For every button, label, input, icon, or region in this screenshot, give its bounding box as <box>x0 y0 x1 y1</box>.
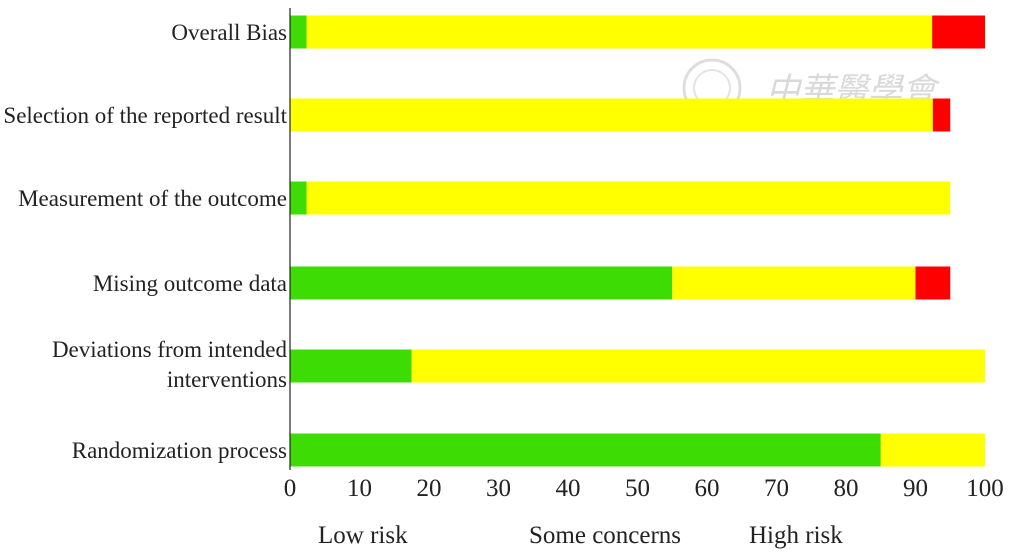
bar-mising-outcome-data-low-risk <box>290 266 673 300</box>
bars-group <box>290 15 985 467</box>
x-tick-label-80: 80 <box>834 475 859 502</box>
x-tick-label-50: 50 <box>625 475 650 502</box>
x-tick-label-10: 10 <box>347 475 372 502</box>
legend: Low risk Some concerns High risk <box>318 522 843 549</box>
category-label-randomization-process: Randomization process <box>72 438 287 463</box>
bar-measurement-of-the-outcome-low-risk <box>290 181 307 215</box>
x-tick-label-60: 60 <box>695 475 720 502</box>
x-tick-label-30: 30 <box>486 475 511 502</box>
bar-selection-of-the-reported-result-some-concerns <box>290 98 933 132</box>
x-tick-label-70: 70 <box>764 475 789 502</box>
bar-deviations-from-intended-interventions-low-risk <box>290 349 412 383</box>
category-label-mising-outcome-data: Mising outcome data <box>93 271 287 296</box>
bar-overall-bias-high-risk <box>932 15 985 49</box>
category-label-selection-of-the-reported-result: Selection of the reported result <box>3 103 287 128</box>
bar-mising-outcome-data-some-concerns <box>672 266 916 300</box>
bar-selection-of-the-reported-result-high-risk <box>932 98 951 132</box>
legend-label-low-risk: Low risk <box>318 522 408 549</box>
x-tick-label-100: 100 <box>966 475 1004 502</box>
x-tick-label-90: 90 <box>903 475 928 502</box>
x-tick-label-0: 0 <box>284 475 297 502</box>
category-label-deviations-from-intended-interventions: Deviations from intended interventions <box>52 337 288 392</box>
bar-randomization-process-some-concerns <box>880 433 985 467</box>
category-labels: Overall Bias Selection of the reported re… <box>3 20 287 463</box>
bar-randomization-process-low-risk <box>290 433 881 467</box>
x-tick-label-20: 20 <box>417 475 442 502</box>
x-axis-ticks: 0 10 20 30 40 50 60 70 80 90 100 <box>284 475 1004 502</box>
bar-deviations-from-intended-interventions-some-concerns <box>411 349 985 383</box>
legend-label-high-risk: High risk <box>749 522 843 549</box>
bar-mising-outcome-data-high-risk <box>915 266 951 300</box>
bar-measurement-of-the-outcome-some-concerns <box>306 181 951 215</box>
category-label-measurement-of-the-outcome: Measurement of the outcome <box>18 186 287 211</box>
category-label-overall-bias: Overall Bias <box>171 20 287 45</box>
legend-label-some-concerns: Some concerns <box>529 522 681 549</box>
bar-overall-bias-some-concerns <box>306 15 933 49</box>
x-tick-label-40: 40 <box>556 475 581 502</box>
bar-overall-bias-low-risk <box>290 15 307 49</box>
